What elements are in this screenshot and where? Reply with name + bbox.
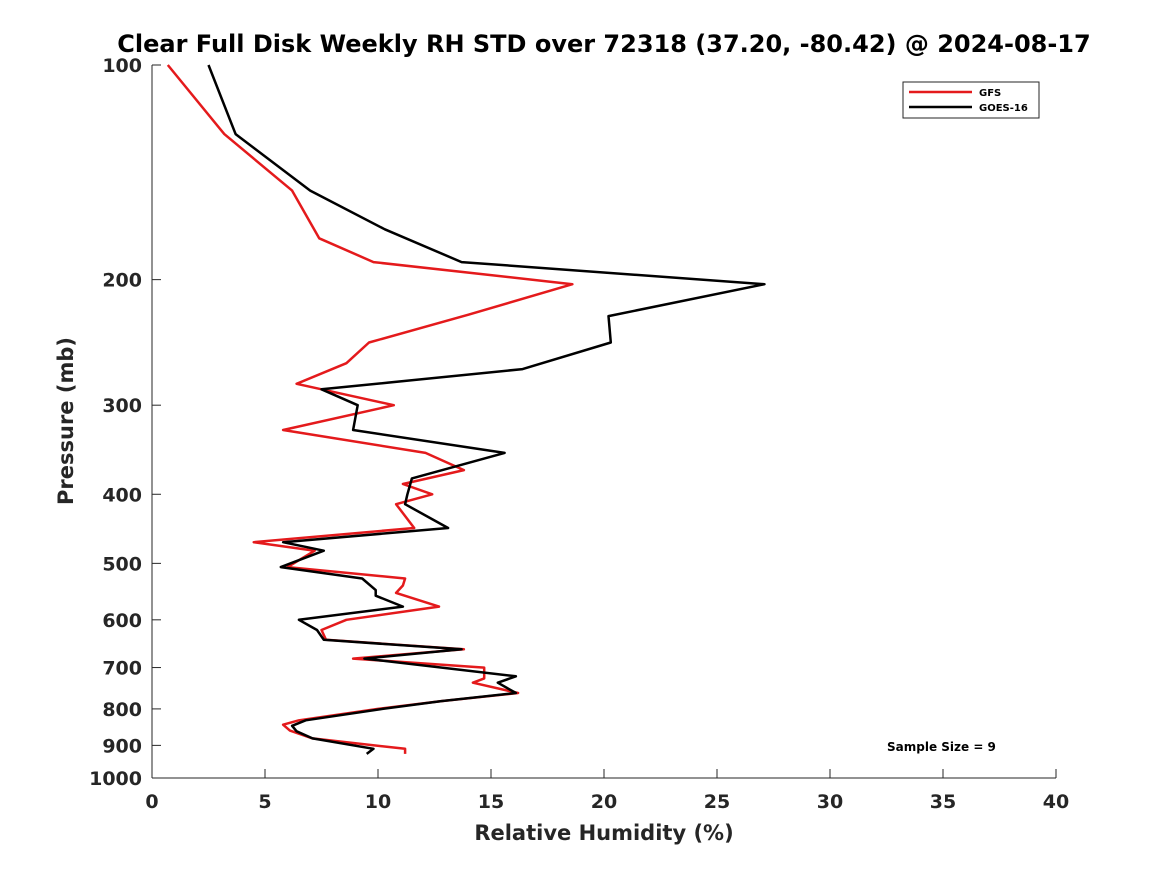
legend-box	[902, 81, 1040, 119]
y-tick-label: 900	[102, 735, 142, 757]
x-tick-label: 40	[1043, 791, 1069, 813]
y-tick-label: 400	[102, 484, 142, 506]
legend-label-gfs: GFS	[979, 88, 1001, 99]
y-tick-label: 800	[102, 699, 142, 721]
x-tick-label: 5	[258, 791, 271, 813]
plot-area	[166, 64, 766, 755]
y-tick-label: 300	[102, 395, 142, 417]
y-tick-label: 500	[102, 553, 142, 575]
x-tick-label: 20	[591, 791, 617, 813]
x-ticks: 0 5 10 15 20 25 30 35 40	[145, 769, 1069, 813]
x-tick-label: 30	[817, 791, 843, 813]
x-tick-label: 10	[365, 791, 391, 813]
legend: GFS GOES-16	[902, 81, 1040, 119]
y-tick-label: 700	[102, 658, 142, 680]
y-tick-label: 100	[102, 55, 142, 77]
y-axis-label: Pressure (mb)	[54, 337, 78, 505]
legend-label-goes16: GOES-16	[979, 103, 1028, 114]
y-tick-label: 1000	[89, 768, 142, 790]
x-tick-label: 25	[704, 791, 730, 813]
y-ticks: 100 200 300 400 500 600 700 800 900 1000	[89, 55, 161, 790]
x-axis-label: Relative Humidity (%)	[474, 821, 733, 845]
series-line-gfs	[166, 64, 574, 754]
y-tick-label: 600	[102, 610, 142, 632]
sample-size-annotation: Sample Size = 9	[887, 740, 996, 754]
x-tick-label: 15	[478, 791, 504, 813]
x-tick-label: 35	[930, 791, 956, 813]
y-tick-label: 200	[102, 270, 142, 292]
chart-title: Clear Full Disk Weekly RH STD over 72318…	[117, 30, 1090, 58]
series-line-goes16	[207, 64, 766, 755]
x-tick-label: 0	[145, 791, 158, 813]
